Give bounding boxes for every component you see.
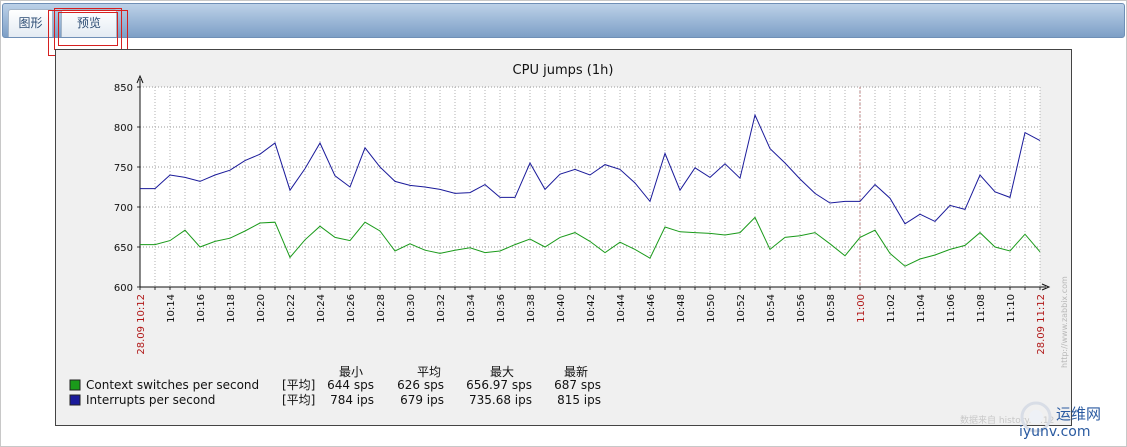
y-tick-label: 850 [114, 83, 133, 94]
x-tick-label: 10:48 [676, 294, 687, 323]
x-tick-label: 10:22 [286, 294, 297, 323]
legend-header: 最新 [564, 364, 588, 379]
legend-func: [平均] [282, 378, 315, 392]
legend-header: 最大 [490, 365, 514, 379]
tab-preview[interactable]: 预览 [61, 9, 117, 37]
x-tick-label: 10:26 [346, 294, 357, 323]
watermark-cn: 运维网 [1056, 405, 1101, 423]
x-tick-label: 10:36 [496, 294, 507, 323]
x-tick-label: 10:28 [376, 294, 387, 323]
legend-swatch [69, 379, 81, 391]
y-tick-label: 700 [114, 203, 133, 214]
x-tick-label: 10:16 [196, 294, 207, 323]
x-tick-label: 10:24 [316, 294, 327, 323]
legend-swatch [69, 394, 81, 406]
legend-header: 平均 [417, 365, 441, 379]
legend-last: 687 sps [554, 378, 601, 392]
x-tick-label: 10:50 [706, 294, 717, 323]
legend-avg: 679 ips [400, 393, 444, 407]
chart-svg: CPU jumps (1h) 600 650 700 750 800 850 10:14 10:… [69, 63, 1069, 407]
x-tick-label: 10:14 [166, 294, 177, 323]
x-tick-label: 11:02 [886, 294, 897, 323]
watermark-url: iyunv.com [1019, 424, 1090, 440]
legend-max: 735.68 ips [469, 393, 532, 407]
legend-header: 最小 [339, 365, 363, 379]
x-tick-label: 10:42 [586, 294, 597, 323]
footer-note: 数据来自 history. 0.12 [960, 416, 1055, 426]
x-tick-label: 10:32 [436, 294, 447, 323]
series-line-context-switches-per-second [140, 216, 1041, 267]
side-label: http://www.zabbix.com [1060, 276, 1069, 368]
site-watermark: 运维网 iyunv.com [1016, 400, 1126, 440]
x-tick-label: 10:56 [796, 294, 807, 323]
x-tick-label: 10:18 [226, 294, 237, 323]
x-tick-label: 10:40 [556, 294, 567, 323]
x-tick-label: 10:46 [646, 294, 657, 323]
y-tick-label: 750 [114, 163, 133, 174]
x-tick-label: 11:04 [916, 294, 927, 323]
legend-label: Interrupts per second [86, 393, 215, 407]
x-tick-label: 11:00 [856, 294, 867, 323]
y-tick-label: 650 [114, 243, 133, 254]
legend-min: 644 sps [327, 378, 374, 392]
x-tick-label: 11:08 [976, 294, 987, 323]
series-line-interrupts-per-second [140, 113, 1041, 225]
legend-min: 784 ips [330, 393, 374, 407]
tab-graph[interactable]: 图形 [8, 9, 53, 37]
legend-avg: 626 sps [397, 378, 444, 392]
x-tick-label: 10:52 [736, 294, 747, 323]
x-tick-label: 10:44 [616, 294, 627, 323]
x-tick-label: 10:38 [526, 294, 537, 323]
x-tick-label: 10:20 [256, 294, 267, 323]
legend-label: Context switches per second [86, 378, 259, 392]
x-start-label: 28.09 10:12 [136, 294, 147, 355]
tab-bar: 图形 预览 [2, 3, 1125, 38]
x-end-label: 28.09 11:12 [1036, 294, 1047, 355]
x-tick-label: 11:10 [1006, 294, 1017, 323]
x-tick-label: 10:54 [766, 294, 777, 323]
x-tick-label: 10:30 [406, 294, 417, 323]
y-tick-label: 600 [114, 283, 133, 294]
x-axis-arrow [1041, 283, 1051, 291]
x-tick-label: 10:58 [826, 294, 837, 323]
chart-title: CPU jumps (1h) [513, 63, 614, 78]
x-tick-label: 11:06 [946, 294, 957, 323]
y-tick-label: 800 [114, 123, 133, 134]
legend-max: 656.97 sps [466, 378, 532, 392]
x-tick-label: 10:34 [466, 294, 477, 323]
legend-func: [平均] [282, 393, 315, 407]
y-axis-arrow [136, 74, 144, 84]
graph-panel: CPU jumps (1h) 600 650 700 750 800 850 10:14 10:… [55, 49, 1072, 426]
legend-last: 815 ips [557, 393, 601, 407]
